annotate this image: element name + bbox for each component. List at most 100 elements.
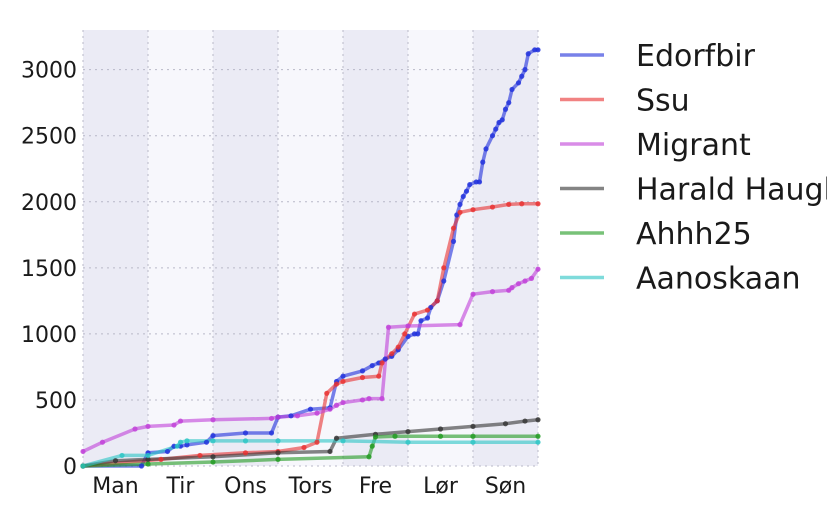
series-point-3 [502,421,509,427]
series-point-5 [174,443,180,449]
series-point-0 [506,100,512,106]
series-point-1 [402,331,408,337]
series-point-0 [424,315,431,321]
series-point-3 [112,458,119,464]
weekday-band-6 [473,30,538,466]
series-point-2 [535,266,541,272]
series-point-5 [145,452,151,459]
series-point-2 [366,396,372,402]
series-point-0 [359,368,366,374]
series-point-3 [210,454,216,460]
series-point-0 [525,51,531,57]
series-point-4 [366,454,372,460]
series-point-0 [483,146,489,152]
series-point-4 [437,433,444,439]
x-tick-label: Ons [224,474,267,499]
legend-label: Edorfbir [636,39,756,74]
series-point-0 [340,373,346,379]
series-point-0 [535,47,541,53]
series-point-2 [522,278,528,284]
series-point-3 [535,417,541,423]
series-point-5 [184,438,190,444]
legend-label: Migrant [636,128,751,163]
series-point-5 [210,438,216,444]
weekday-band-0 [83,30,148,466]
series-point-2 [333,402,340,408]
x-tick-label: Tors [288,474,333,499]
series-point-0 [457,201,463,207]
series-point-3 [437,426,444,432]
series-point-2 [314,410,320,416]
series-point-0 [509,86,515,93]
series-point-0 [522,67,528,73]
series-point-3 [275,450,281,456]
x-tick-label: Søn [485,474,526,499]
weekday-band-5 [408,30,473,466]
series-point-0 [467,181,473,188]
series-point-2 [489,289,496,295]
series-point-4 [470,433,476,439]
series-point-4 [275,456,281,462]
weekday-band-4 [343,30,408,466]
series-point-5 [340,438,346,444]
series-point-1 [457,209,463,215]
series-point-3 [145,456,151,462]
series-point-5 [119,452,125,459]
series-point-0 [184,442,190,448]
series-point-1 [301,444,307,451]
series-point-0 [164,448,171,455]
series-point-1 [376,373,382,379]
series-point-0 [460,193,466,200]
series-point-0 [203,439,210,445]
series-point-5 [535,439,541,445]
series-point-5 [470,439,476,445]
series-point-0 [463,188,470,194]
series-point-2 [359,397,366,403]
series-point-1 [379,360,385,366]
series-point-0 [480,159,486,165]
y-tick-label: 3000 [21,59,77,84]
series-point-0 [288,413,294,419]
weekday-bands [83,30,538,466]
series-point-0 [369,362,375,369]
series-point-1 [395,344,401,350]
series-point-2 [509,285,515,291]
y-tick-label: 500 [35,389,77,414]
weekday-band-2 [213,30,278,466]
series-point-2 [385,324,392,330]
series-point-2 [405,323,411,329]
y-tick-label: 0 [63,455,77,480]
series-point-2 [145,423,151,429]
series-point-0 [441,278,447,284]
series-point-1 [535,201,541,207]
series-point-1 [506,201,512,207]
series-point-2 [515,281,522,287]
series-point-0 [268,430,275,436]
series-point-3 [522,418,528,424]
series-point-1 [470,207,476,213]
series-point-5 [275,438,281,444]
legend-label: Ahhh25 [636,217,752,252]
series-point-2 [210,417,216,423]
series-point-5 [177,439,184,445]
x-tick-label: Fre [359,474,392,499]
series-point-1 [389,351,395,357]
series-point-1 [434,298,440,304]
series-point-0 [210,433,216,439]
series-point-2 [171,422,177,428]
y-tick-label: 2500 [21,125,77,150]
series-point-2 [340,399,346,406]
series-point-0 [450,238,457,244]
series-point-1 [314,439,320,445]
series-point-3 [327,448,333,455]
series-point-1 [197,452,203,459]
series-point-5 [405,439,411,445]
series-point-2 [99,439,106,445]
series-point-1 [450,225,457,231]
series-point-0 [415,331,421,337]
series-point-2 [294,413,301,419]
series-point-1 [359,374,366,381]
series-point-5 [242,438,249,444]
y-tick-label: 1500 [21,257,77,282]
